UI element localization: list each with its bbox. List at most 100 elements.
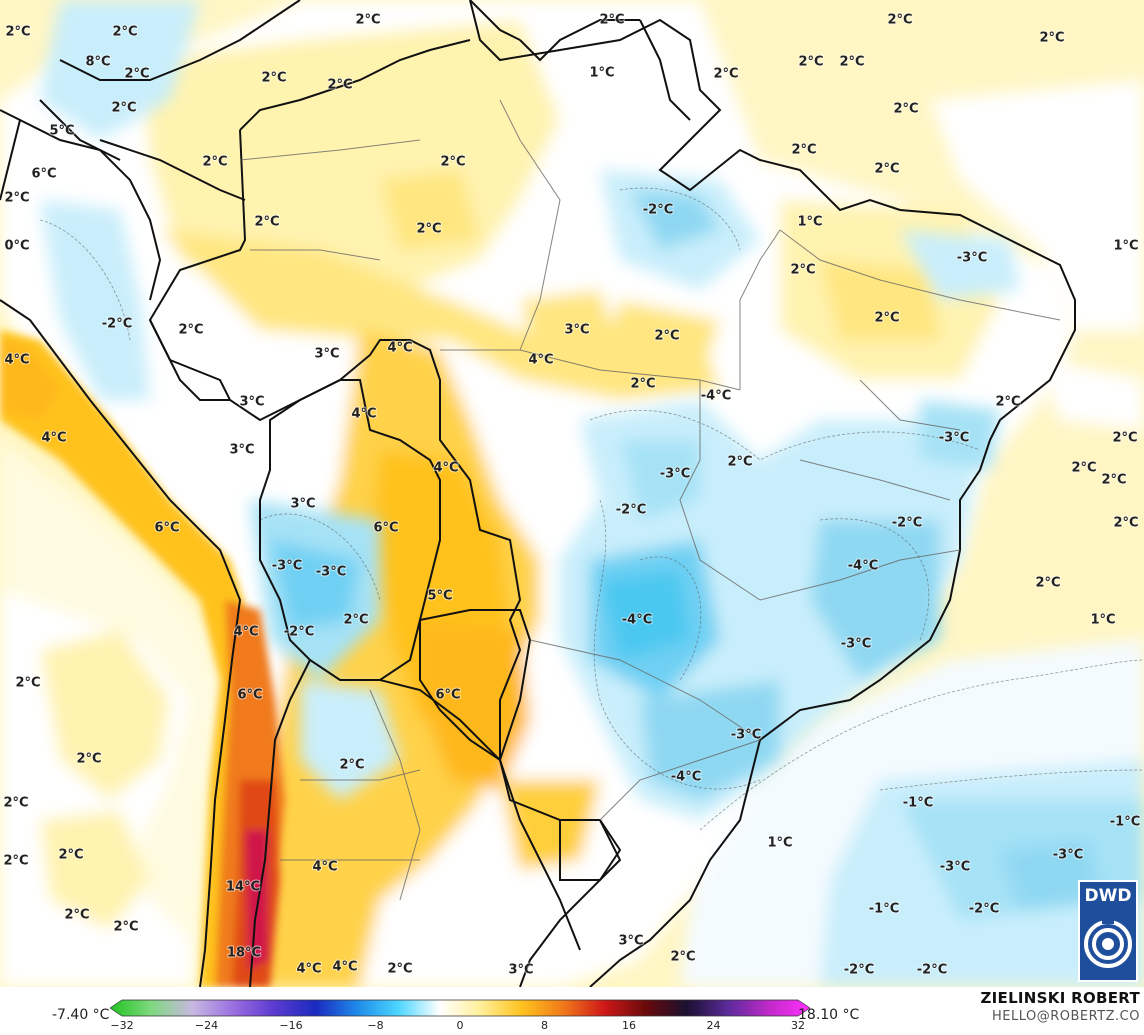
temperature-label: -3°C: [841, 637, 871, 652]
temperature-label: -2°C: [917, 963, 947, 978]
temperature-label: 2°C: [254, 215, 279, 230]
temperature-label: 2°C: [261, 71, 286, 86]
temperature-label: -3°C: [316, 565, 346, 580]
temperature-label: 1°C: [797, 215, 822, 230]
temperature-label: 1°C: [767, 836, 792, 851]
temperature-label: 2°C: [5, 25, 30, 40]
temperature-label: -2°C: [969, 902, 999, 917]
temperature-label: -2°C: [643, 203, 673, 218]
temperature-label: 2°C: [1071, 461, 1096, 476]
colorbar-tick-label: 8: [541, 1019, 548, 1032]
temperature-label: 4°C: [528, 353, 553, 368]
temperature-label: 2°C: [790, 263, 815, 278]
temperature-label: -4°C: [671, 770, 701, 785]
temperature-label: -3°C: [957, 251, 987, 266]
temperature-label: 2°C: [124, 67, 149, 82]
colorbar-tick-label: 32: [791, 1019, 805, 1032]
cold-fields: [40, 0, 1020, 820]
temperature-label: 4°C: [233, 625, 258, 640]
temperature-label: -3°C: [939, 431, 969, 446]
temperature-label: 2°C: [76, 752, 101, 767]
temperature-label: 2°C: [355, 13, 380, 28]
temperature-label: -2°C: [892, 516, 922, 531]
temperature-label: 3°C: [290, 497, 315, 512]
temperature-label: 2°C: [713, 67, 738, 82]
temperature-label: -3°C: [272, 559, 302, 574]
colorbar-tick-label: −24: [194, 1019, 219, 1032]
state-borders: [239, 99, 1061, 901]
credit-author: ZIELINSKI ROBERT: [980, 989, 1140, 1007]
temperature-label: 2°C: [113, 920, 138, 935]
temperature-label: 3°C: [229, 443, 254, 458]
temperature-label: -3°C: [940, 860, 970, 875]
colorbar-max-label: 18.10 °C: [798, 1007, 860, 1023]
temperature-label: 5°C: [49, 124, 74, 139]
temperature-label: -3°C: [660, 467, 690, 482]
colorbar-tick-label: −8: [367, 1019, 384, 1032]
temperature-label: 14°C: [226, 880, 260, 895]
temperature-label: 3°C: [618, 934, 643, 949]
temperature-label: 2°C: [440, 155, 465, 170]
colorbar-bar: [110, 999, 810, 1017]
temperature-label: 2°C: [111, 101, 136, 116]
temperature-label: 8°C: [85, 55, 110, 70]
temperature-label: 2°C: [15, 676, 40, 691]
map-canvas: 2°C 2°C 2°C 2°C 2°C 2°C 8°C 2°C 2°C 2°C 1°C 2°C 2°C 2…: [0, 0, 1144, 987]
andes-warm-strip: [0, 330, 285, 987]
temperature-label: 4°C: [433, 461, 458, 476]
credit-email: HELLO@ROBERTZ.CO: [991, 1009, 1140, 1024]
temperature-label: 5°C: [427, 589, 452, 604]
temperature-label: 3°C: [508, 963, 533, 978]
temperature-label: 4°C: [387, 341, 412, 356]
temperature-labels: 2°C 2°C 2°C 2°C 2°C 2°C 8°C 2°C 2°C 2°C 1°C 2°C 2°C 2…: [2, 12, 1141, 979]
temperature-label: 6°C: [373, 521, 398, 536]
temperature-label: 3°C: [564, 323, 589, 338]
temperature-label: -3°C: [1053, 848, 1083, 863]
temperature-label: 6°C: [237, 688, 262, 703]
temperature-label: -4°C: [701, 389, 731, 404]
temperature-label: 2°C: [839, 55, 864, 70]
temperature-label: 2°C: [874, 311, 899, 326]
temperature-label: 6°C: [31, 167, 56, 182]
temperature-label: -1°C: [1110, 815, 1140, 830]
temperature-label: 2°C: [791, 143, 816, 158]
temperature-label: -4°C: [622, 613, 652, 628]
colorbar-legend: -7.40 °C −32 −24 −16 −8 0 8 16 24 32 18.10 °C ZI…: [0, 987, 1144, 1035]
temperature-label: 4°C: [296, 962, 321, 977]
temperature-label: 2°C: [1113, 516, 1138, 531]
temperature-label: 2°C: [416, 222, 441, 237]
temperature-label: 2°C: [874, 162, 899, 177]
temperature-label: 18°C: [227, 946, 261, 961]
dwd-swirl-icon: [1084, 914, 1132, 968]
dwd-logo: DWD: [1078, 880, 1138, 982]
temperature-label: 4°C: [332, 960, 357, 975]
temperature-label: 2°C: [1035, 576, 1060, 591]
temperature-label: 2°C: [887, 13, 912, 28]
dwd-logo-text: DWD: [1084, 886, 1132, 906]
temperature-label: 4°C: [312, 860, 337, 875]
colorbar-tick-label: 24: [706, 1019, 721, 1032]
temperature-label: 2°C: [630, 377, 655, 392]
temperature-label: 6°C: [154, 521, 179, 536]
temperature-label: -2°C: [844, 963, 874, 978]
temperature-label: 1°C: [1113, 239, 1138, 254]
temperature-label: 2°C: [893, 102, 918, 117]
temperature-label: 2°C: [202, 155, 227, 170]
temperature-label: 3°C: [239, 395, 264, 410]
temperature-label: 1°C: [589, 66, 614, 81]
temperature-label: 6°C: [435, 688, 460, 703]
temperature-label: 2°C: [1101, 473, 1126, 488]
colorbar: [110, 999, 810, 1017]
temperature-label: 2°C: [58, 848, 83, 863]
temperature-label: 2°C: [64, 908, 89, 923]
temperature-label: -4°C: [848, 559, 878, 574]
temperature-label: -2°C: [284, 625, 314, 640]
temperature-label: 2°C: [727, 455, 752, 470]
temperature-label: 2°C: [327, 78, 352, 93]
temperature-label: -3°C: [731, 728, 761, 743]
colorbar-tick-label: −32: [110, 1019, 134, 1032]
temperature-label: 2°C: [343, 613, 368, 628]
temperature-label: 2°C: [654, 329, 679, 344]
colorbar-tick-label: 16: [622, 1019, 636, 1032]
temperature-label: 0°C: [4, 239, 29, 254]
